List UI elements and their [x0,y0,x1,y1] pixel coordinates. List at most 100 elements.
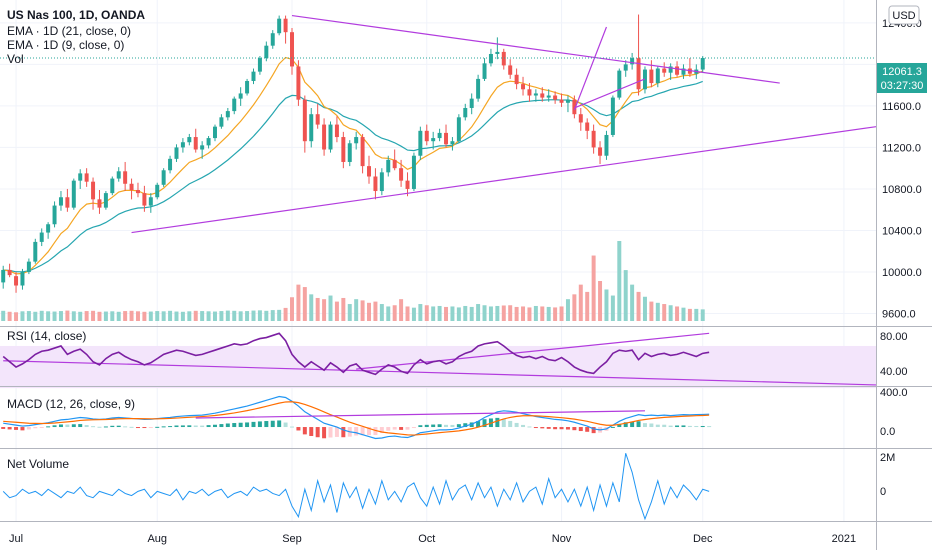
macd-legend[interactable]: MACD (12, 26, close, 9) [7,397,135,411]
candle[interactable] [14,272,19,293]
candle[interactable] [33,238,38,264]
candle[interactable] [219,114,224,129]
price-trendline[interactable] [131,126,877,234]
candle[interactable] [302,95,307,153]
candle[interactable] [270,30,275,49]
candle[interactable] [238,87,243,106]
candle[interactable] [444,124,449,148]
candle[interactable] [540,87,545,102]
candle[interactable] [630,52,635,70]
candle[interactable] [578,107,583,131]
candle[interactable] [225,107,230,121]
candle[interactable] [78,169,83,189]
candle[interactable] [46,222,51,239]
candle[interactable] [180,138,185,153]
candle[interactable] [668,63,673,80]
macd-pane[interactable] [1,395,712,440]
candle[interactable] [193,128,198,153]
candle[interactable] [700,56,705,73]
candle[interactable] [328,121,333,153]
candle[interactable] [123,161,128,192]
candle[interactable] [463,103,468,121]
candle[interactable] [39,228,44,247]
candle[interactable] [26,258,31,275]
candle[interactable] [334,116,339,143]
net-volume-pane[interactable] [2,453,710,521]
candle[interactable] [1,265,6,289]
price-pane[interactable] [0,14,877,321]
rsi-trendline[interactable] [3,360,877,386]
candle[interactable] [20,268,25,290]
candle[interactable] [148,193,153,213]
candle[interactable] [431,131,436,150]
candle[interactable] [200,141,205,159]
candle[interactable] [7,263,12,278]
candle[interactable] [315,103,320,129]
candle[interactable] [379,168,384,196]
ema21-legend[interactable]: EMA · 1D (21, close, 0) [7,24,131,38]
price-trendline[interactable] [574,78,646,109]
candle[interactable] [546,89,551,102]
candle[interactable] [456,114,461,144]
macd-trendline[interactable] [195,410,645,419]
candle[interactable] [598,141,603,165]
candle[interactable] [501,48,506,70]
candle[interactable] [610,95,615,138]
candle[interactable] [469,93,474,115]
candle[interactable] [52,201,57,228]
candle[interactable] [168,155,173,174]
candle[interactable] [514,68,519,90]
candle[interactable] [604,130,609,160]
price-trendline[interactable] [291,14,780,84]
candle[interactable] [116,167,121,182]
candle[interactable] [476,74,481,102]
candle[interactable] [662,62,667,77]
candle[interactable] [565,95,570,113]
candle[interactable] [450,137,455,151]
candle[interactable] [367,155,372,184]
candle[interactable] [110,176,115,196]
candle[interactable] [290,28,294,75]
candle[interactable] [495,37,500,60]
ema9-legend[interactable]: EMA · 1D (9, close, 0) [7,38,124,52]
candle[interactable] [623,60,628,77]
net-volume-legend[interactable]: Net Volume [7,457,69,471]
candle[interactable] [257,56,262,75]
candle[interactable] [58,191,63,211]
candle[interactable] [135,182,140,198]
vol-legend[interactable]: Vol [7,52,24,66]
candle[interactable] [553,91,558,104]
candle[interactable] [527,83,532,102]
candle[interactable] [296,60,301,106]
candle[interactable] [687,58,692,77]
candle[interactable] [97,189,102,214]
candle[interactable] [424,124,429,146]
candle[interactable] [418,126,423,160]
candle[interactable] [347,140,352,167]
candle[interactable] [277,15,282,36]
candle[interactable] [681,64,686,79]
candle[interactable] [508,59,513,79]
currency-button[interactable]: USD [888,5,920,25]
candle[interactable] [405,172,410,197]
candle[interactable] [559,93,564,107]
candle[interactable] [437,128,442,142]
candle[interactable] [309,107,314,148]
candle[interactable] [521,76,526,96]
candle[interactable] [591,124,596,154]
candle[interactable] [129,178,134,200]
candle[interactable] [386,155,391,177]
candle[interactable] [65,188,70,212]
candle[interactable] [206,136,211,149]
candle[interactable] [232,96,237,115]
rsi-pane[interactable] [0,332,877,389]
candle[interactable] [617,68,622,100]
candle[interactable] [572,95,577,119]
candle[interactable] [354,131,359,150]
candle[interactable] [71,178,76,210]
candle[interactable] [636,14,641,96]
candle[interactable] [245,78,250,96]
candle[interactable] [283,15,288,44]
candle[interactable] [373,168,378,200]
